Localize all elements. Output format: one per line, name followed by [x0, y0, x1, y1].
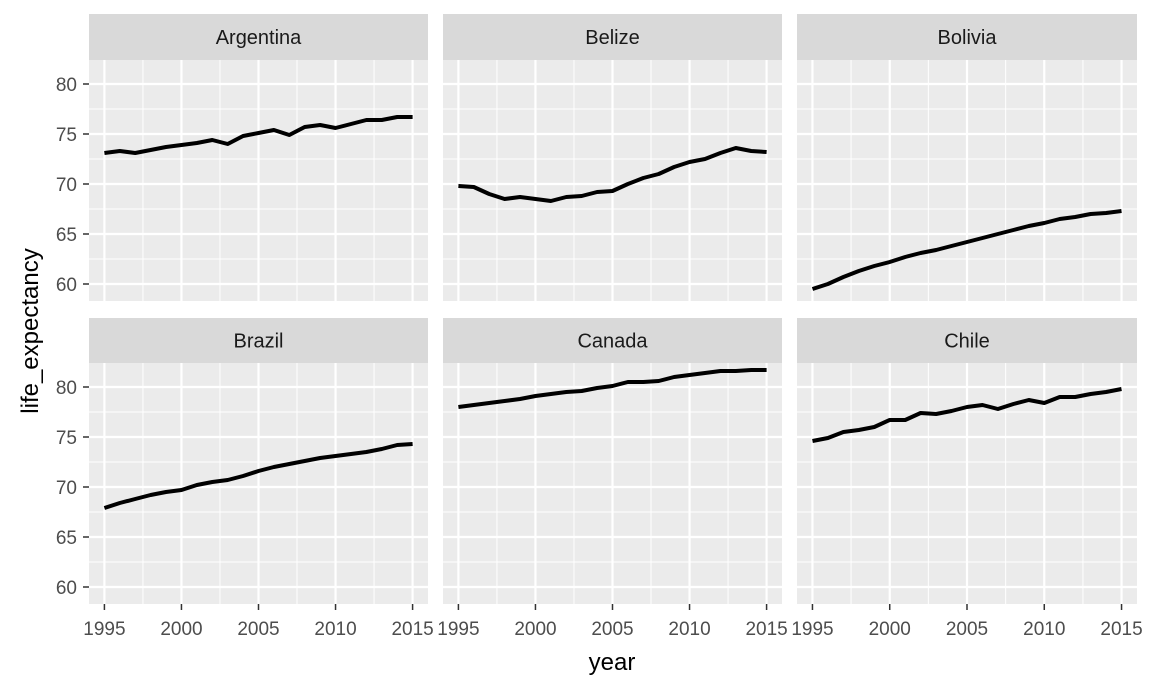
y-tick-label: 70 — [56, 478, 77, 499]
x-tick-label: 2010 — [668, 619, 710, 640]
x-tick-label: 1995 — [437, 619, 479, 640]
facet-panel: Canada — [443, 318, 782, 604]
y-tick-label: 60 — [56, 275, 77, 296]
series-line — [104, 115, 413, 155]
series-line — [812, 387, 1122, 443]
facet-panel: Brazil — [89, 318, 428, 604]
x-tick-label: 1995 — [83, 619, 125, 640]
y-tick-label: 65 — [56, 528, 77, 549]
facet-strip — [443, 14, 782, 60]
y-tick-label: 80 — [56, 378, 77, 399]
facet-strip-label: Canada — [577, 331, 648, 353]
facet-strip — [89, 318, 428, 363]
series-line — [103, 442, 413, 510]
x-axis-title: year — [589, 649, 636, 676]
x-tick-label: 2005 — [591, 619, 633, 640]
facet-strip-label: Brazil — [233, 331, 283, 353]
facet-panel: Belize — [443, 14, 782, 301]
y-axis-title: life_expectancy — [17, 248, 44, 413]
series-line — [811, 209, 1122, 291]
facet-strip — [797, 14, 1137, 60]
x-tick-label: 2010 — [1023, 619, 1065, 640]
y-tick-label: 80 — [56, 75, 77, 96]
facet-panel: Chile — [797, 318, 1137, 604]
x-tick-label: 2015 — [745, 619, 787, 640]
y-tick-label: 75 — [56, 125, 77, 146]
y-tick-label: 60 — [56, 578, 77, 599]
axes: 60 65 70 75 80 60 65 70 75 80 1995 2000 2005 2010 2015… — [56, 75, 1143, 640]
facet-strip-label: Bolivia — [938, 27, 998, 49]
x-tick-label: 2015 — [1100, 619, 1142, 640]
facet-panel: Bolivia — [797, 14, 1137, 301]
x-tick-label: 1995 — [791, 619, 833, 640]
facet-strip — [89, 14, 428, 60]
x-tick-label: 2005 — [946, 619, 988, 640]
y-tick-label: 75 — [56, 428, 77, 449]
facet-strip-label: Argentina — [216, 27, 302, 49]
series-line — [458, 368, 767, 409]
x-tick-label: 2000 — [869, 619, 911, 640]
x-tick-label: 2000 — [160, 619, 202, 640]
x-tick-label: 2010 — [314, 619, 356, 640]
x-tick-label: 2015 — [391, 619, 433, 640]
facet-strip — [443, 318, 782, 363]
facet-strip-label: Chile — [944, 331, 990, 353]
facet-strip — [797, 318, 1137, 363]
facet-strip-label: Belize — [585, 27, 639, 49]
facet-panel: Argentina — [89, 14, 428, 301]
y-tick-label: 65 — [56, 225, 77, 246]
x-tick-label: 2000 — [514, 619, 556, 640]
x-tick-label: 2005 — [237, 619, 279, 640]
series-line — [458, 146, 767, 203]
y-tick-label: 70 — [56, 175, 77, 196]
facet-panels: Argentina Belize Bolivia Brazil Canada Chile — [89, 14, 1137, 604]
